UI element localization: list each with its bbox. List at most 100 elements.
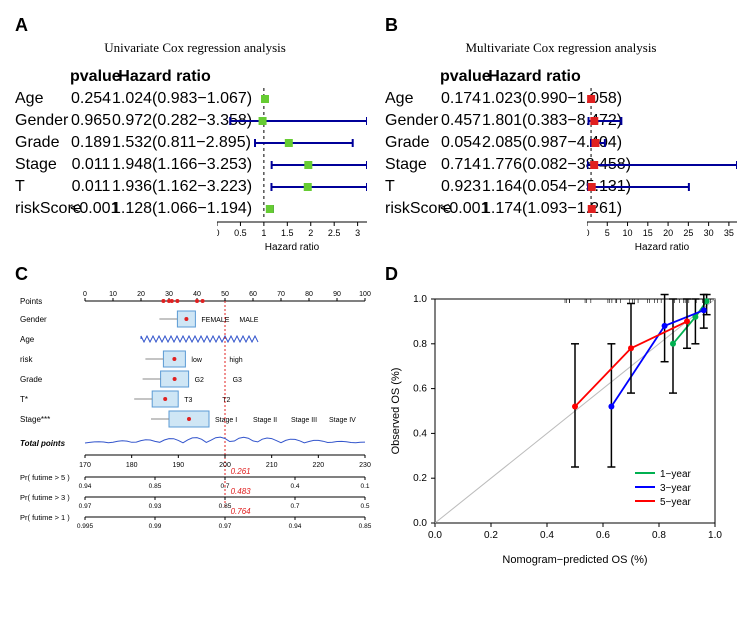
var-name: Stage [385,156,440,174]
svg-text:0.2: 0.2 [484,530,498,541]
svg-text:200: 200 [219,462,231,469]
svg-text:0.764: 0.764 [231,507,252,516]
forest-row: T0.0111.936(1.162−3.223) [15,176,217,198]
forest-row: Gender0.9650.972(0.282−3.358) [15,110,217,132]
forest-row: T0.9231.164(0.054−25.131) [385,176,587,198]
panel-b-title: Multivariate Cox regression analysis [385,40,737,56]
svg-text:230: 230 [359,462,371,469]
hr-text: 1.801(0.383−8.472) [482,112,587,130]
svg-text:0.4: 0.4 [290,483,299,490]
forest-a-plot [217,88,367,220]
hdr-pvalue-b: pvalue [440,68,482,86]
svg-text:0.93: 0.93 [149,503,162,510]
svg-text:low: low [191,357,202,364]
svg-text:0.4: 0.4 [413,428,427,439]
var-name: riskScore [385,200,440,218]
svg-text:Nomogram−predicted OS (%): Nomogram−predicted OS (%) [502,554,647,566]
svg-text:0.97: 0.97 [219,523,232,530]
svg-text:30: 30 [704,228,714,238]
forest-row: Stage0.0111.948(1.166−3.253) [15,154,217,176]
svg-text:0.99: 0.99 [149,523,162,530]
svg-text:0: 0 [217,228,220,238]
svg-text:5−year: 5−year [660,497,692,508]
svg-text:Stage***: Stage*** [20,415,50,424]
var-name: Gender [385,112,440,130]
panel-c-label: C [15,264,375,285]
svg-text:40: 40 [193,291,201,298]
svg-text:25: 25 [683,228,693,238]
forest-row: Age0.1741.023(0.990−1.058) [385,88,587,110]
svg-text:170: 170 [79,462,91,469]
forest-row: Age0.2541.024(0.983−1.067) [15,88,217,110]
svg-text:0.2: 0.2 [413,473,427,484]
hr-text: 1.948(1.166−3.253) [112,156,217,174]
forest-row: Stage0.7141.776(0.082−38.458) [385,154,587,176]
svg-text:90: 90 [333,291,341,298]
panel-a-title: Univariate Cox regression analysis [15,40,375,56]
svg-text:0.0: 0.0 [428,530,442,541]
pvalue: 0.714 [440,156,482,174]
pvalue: <0.001 [70,200,112,218]
svg-text:0.5: 0.5 [234,228,247,238]
forest-row: Grade0.1891.532(0.811−2.895) [15,132,217,154]
svg-text:0.97: 0.97 [79,503,92,510]
svg-text:180: 180 [126,462,138,469]
svg-text:0.483: 0.483 [231,487,252,496]
var-name: T [15,178,70,196]
var-name: Age [15,90,70,108]
svg-text:0.6: 0.6 [413,384,427,395]
pvalue: 0.254 [70,90,112,108]
svg-text:210: 210 [266,462,278,469]
hr-text: 1.128(1.066−1.194) [112,200,217,218]
svg-text:50: 50 [221,291,229,298]
hr-text: 2.085(0.987−4.404) [482,134,587,152]
var-name: Age [385,90,440,108]
hr-text: 1.532(0.811−2.895) [112,134,217,152]
svg-text:1.5: 1.5 [281,228,294,238]
hr-text: 0.972(0.282−3.358) [112,112,217,130]
svg-text:190: 190 [172,462,184,469]
svg-text:0.94: 0.94 [79,483,92,490]
svg-text:MALE: MALE [239,317,258,324]
svg-text:70: 70 [277,291,285,298]
hr-text: 1.936(1.162−3.223) [112,178,217,196]
pvalue: 0.965 [70,112,112,130]
svg-text:Observed OS (%): Observed OS (%) [390,368,402,455]
var-name: T [385,178,440,196]
svg-text:Points: Points [20,297,42,306]
svg-text:10: 10 [623,228,633,238]
svg-text:G3: G3 [233,377,242,384]
svg-text:1−year: 1−year [660,469,692,480]
hr-text: 1.164(0.054−25.131) [482,178,587,196]
svg-text:100: 100 [359,291,371,298]
svg-text:Pr( futime > 3 ): Pr( futime > 3 ) [20,493,70,502]
svg-text:G2: G2 [195,377,204,384]
svg-text:20: 20 [663,228,673,238]
svg-text:5: 5 [605,228,610,238]
forest-a-header: pvalue Hazard ratio [15,66,217,88]
svg-text:2: 2 [308,228,313,238]
svg-text:0.1: 0.1 [360,483,369,490]
forest-row: Grade0.0542.085(0.987−4.404) [385,132,587,154]
calibration-plot: 0.00.20.40.60.81.00.00.20.40.60.81.0Nomo… [385,289,725,569]
svg-text:Pr( futime > 5 ): Pr( futime > 5 ) [20,473,70,482]
hdr-hr-b: Hazard ratio [482,68,587,86]
hr-text: 1.023(0.990−1.058) [482,90,587,108]
pvalue: 0.923 [440,178,482,196]
svg-text:0: 0 [83,291,87,298]
panel-c: C Points0102030405060708090100GenderFEMA… [15,264,375,569]
pvalue: 0.011 [70,156,112,174]
svg-text:high: high [229,357,242,364]
svg-text:Pr( futime > 1 ): Pr( futime > 1 ) [20,513,70,522]
svg-text:risk: risk [20,355,33,364]
pvalue: 0.174 [440,90,482,108]
forest-b-header: pvalue Hazard ratio [385,66,587,88]
forest-row: riskScore<0.0011.174(1.093−1.261) [385,198,587,220]
svg-text:Stage III: Stage III [291,417,317,424]
svg-text:0.7: 0.7 [290,503,299,510]
svg-text:60: 60 [249,291,257,298]
pvalue: 0.457 [440,112,482,130]
svg-text:0.4: 0.4 [540,530,554,541]
nomogram: Points0102030405060708090100GenderFEMALE… [15,289,375,569]
svg-text:1.0: 1.0 [413,294,427,305]
